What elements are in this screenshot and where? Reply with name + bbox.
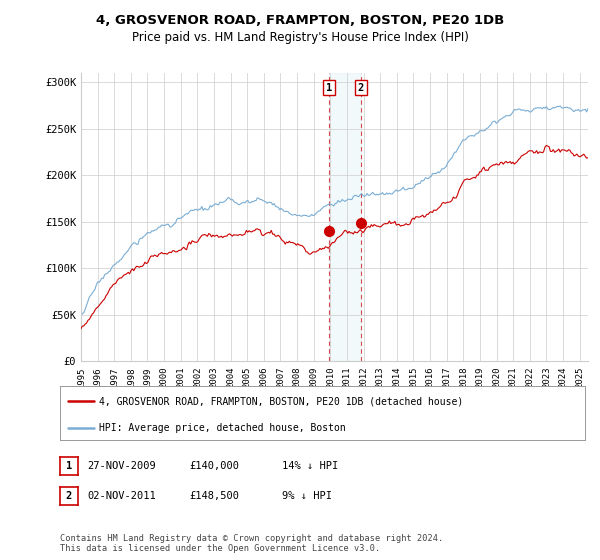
Text: 1: 1 [326, 83, 332, 93]
Text: £148,500: £148,500 [189, 491, 239, 501]
Text: 2: 2 [66, 491, 72, 501]
Text: 9% ↓ HPI: 9% ↓ HPI [282, 491, 332, 501]
Text: 1: 1 [66, 461, 72, 471]
Bar [329, 73, 361, 361]
Text: Contains HM Land Registry data © Crown copyright and database right 2024.
This d: Contains HM Land Registry data © Crown c… [60, 534, 443, 553]
Text: 14% ↓ HPI: 14% ↓ HPI [282, 461, 338, 471]
Text: £140,000: £140,000 [189, 461, 239, 471]
Text: 2: 2 [358, 83, 364, 93]
Text: 02-NOV-2011: 02-NOV-2011 [87, 491, 156, 501]
Text: 4, GROSVENOR ROAD, FRAMPTON, BOSTON, PE20 1DB (detached house): 4, GROSVENOR ROAD, FRAMPTON, BOSTON, PE2… [100, 396, 464, 407]
Text: 4, GROSVENOR ROAD, FRAMPTON, BOSTON, PE20 1DB: 4, GROSVENOR ROAD, FRAMPTON, BOSTON, PE2… [96, 14, 504, 27]
Text: HPI: Average price, detached house, Boston: HPI: Average price, detached house, Bost… [100, 423, 346, 433]
Text: 27-NOV-2009: 27-NOV-2009 [87, 461, 156, 471]
Text: Price paid vs. HM Land Registry's House Price Index (HPI): Price paid vs. HM Land Registry's House … [131, 31, 469, 44]
